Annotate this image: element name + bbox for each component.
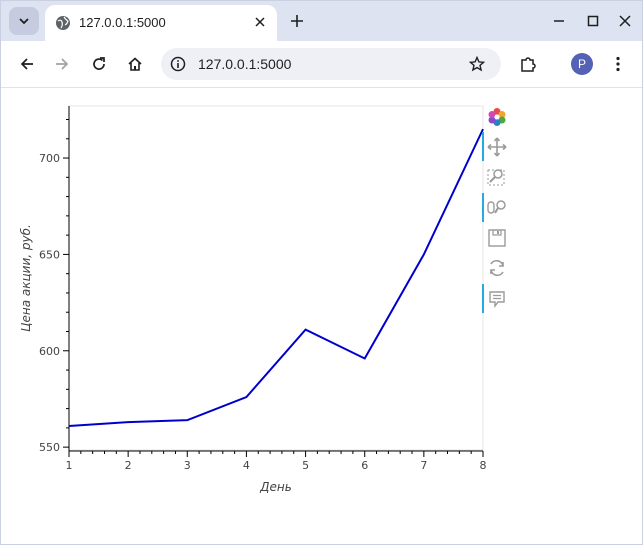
- bokeh-logo-icon[interactable]: [485, 105, 509, 129]
- tab-search-button[interactable]: [9, 7, 39, 35]
- close-icon: [619, 15, 631, 27]
- pan-active-indicator: [482, 132, 484, 161]
- x-tick-label: 4: [243, 459, 250, 472]
- minimize-icon: [554, 20, 564, 22]
- hover-tool-icon[interactable]: [485, 287, 509, 311]
- puzzle-icon: [521, 57, 536, 72]
- info-icon: [170, 56, 186, 72]
- close-window-button[interactable]: [613, 11, 637, 31]
- wheel-zoom-tool-icon[interactable]: [485, 196, 509, 220]
- close-icon: [255, 17, 265, 27]
- x-tick-label: 2: [125, 459, 132, 472]
- y-tick-label: 700: [39, 152, 60, 165]
- page-content: 550 600 650 700 1 2 3 4 5 6 7 8 День Цена акции, р…: [1, 88, 642, 544]
- y-axis-label: Цена акции, руб.: [19, 224, 33, 332]
- x-tick-label: 6: [361, 459, 368, 472]
- pan-tool-icon[interactable]: [485, 135, 509, 159]
- arrow-right-icon: [56, 58, 69, 70]
- home-icon: [128, 57, 142, 71]
- browser-menu-button[interactable]: [604, 50, 632, 78]
- arrow-left-icon: [20, 58, 33, 70]
- reload-icon: [93, 57, 105, 70]
- kebab-menu-icon: [616, 56, 620, 72]
- minimize-button[interactable]: [547, 11, 571, 31]
- forward-button[interactable]: [48, 50, 76, 78]
- box-zoom-tool-icon[interactable]: [485, 165, 509, 189]
- y-tick-label: 600: [39, 345, 60, 358]
- back-button[interactable]: [13, 50, 41, 78]
- reload-button[interactable]: [85, 50, 113, 78]
- x-tick-label: 1: [66, 459, 73, 472]
- plot-frame: [68, 105, 484, 451]
- stock-price-chart[interactable]: 550 600 650 700 1 2 3 4 5 6 7 8 День Цена акции, р…: [1, 88, 642, 544]
- active-tab[interactable]: 127.0.0.1:5000: [45, 5, 277, 41]
- browser-toolbar: 127.0.0.1:5000 P: [1, 41, 642, 88]
- tab-strip: 127.0.0.1:5000: [1, 1, 642, 41]
- maximize-button[interactable]: [581, 11, 605, 31]
- x-axis-label: День: [259, 480, 292, 494]
- x-axis-ticks: 1 2 3 4 5 6 7 8: [66, 451, 487, 472]
- extensions-button[interactable]: [514, 50, 542, 78]
- globe-icon: [56, 16, 70, 30]
- home-button[interactable]: [121, 50, 149, 78]
- tab-title: 127.0.0.1:5000: [79, 15, 166, 30]
- url-text: 127.0.0.1:5000: [198, 56, 292, 72]
- x-tick-label: 3: [184, 459, 191, 472]
- x-tick-label: 5: [302, 459, 309, 472]
- tab-close-button[interactable]: [251, 13, 269, 31]
- chevron-down-icon: [19, 18, 29, 25]
- bokeh-toolbar: [482, 105, 513, 315]
- star-icon: [469, 56, 485, 72]
- new-tab-button[interactable]: [285, 9, 309, 33]
- site-info-button[interactable]: [167, 53, 189, 75]
- address-bar[interactable]: 127.0.0.1:5000: [161, 48, 501, 80]
- x-tick-label: 8: [480, 459, 487, 472]
- wheel-zoom-active-indicator: [482, 193, 484, 222]
- x-tick-label: 7: [420, 459, 427, 472]
- series-line: [68, 128, 484, 427]
- profile-avatar[interactable]: P: [571, 53, 593, 75]
- y-axis-ticks: 550 600 650 700: [39, 118, 69, 454]
- hover-active-indicator: [482, 284, 484, 313]
- plus-icon: [291, 15, 303, 27]
- y-tick-label: 550: [39, 441, 60, 454]
- y-tick-label: 650: [39, 248, 60, 261]
- maximize-icon: [587, 15, 599, 27]
- bookmark-button[interactable]: [466, 53, 488, 75]
- save-tool-icon[interactable]: [485, 226, 509, 250]
- reset-tool-icon[interactable]: [485, 256, 509, 280]
